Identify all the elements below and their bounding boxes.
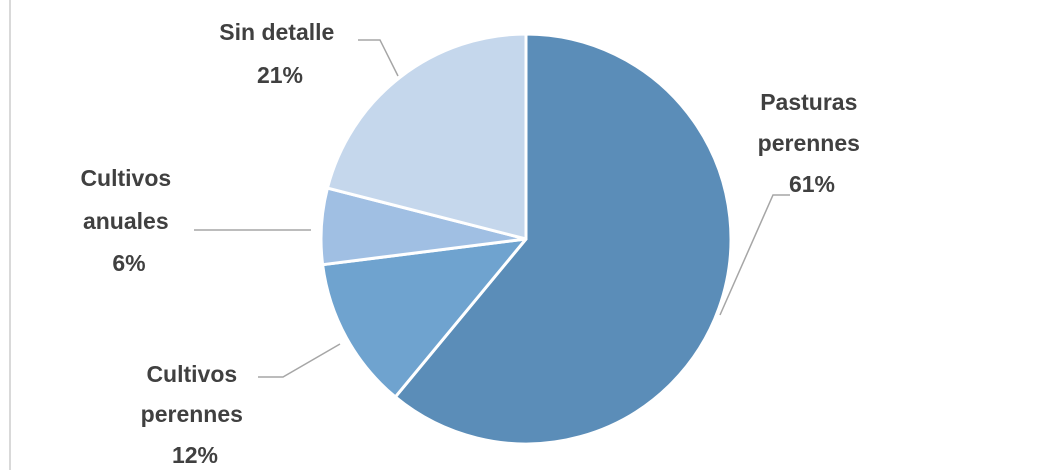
pie-slice-pasturas-perennes <box>393 32 733 446</box>
leader-line-sin-detalle <box>358 39 399 77</box>
leader-line-pasturas-perennes <box>719 194 790 316</box>
slice-label-cultivos-anuales: Cultivos anuales 6% <box>80 165 177 276</box>
slice-label-pasturas-perennes: Pasturas perennes 61% <box>758 89 867 197</box>
leader-line-cultivos-perennes <box>258 343 341 378</box>
slice-label-sin-detalle: Sin detalle 21% <box>219 19 340 88</box>
pie-slice-sin-detalle <box>325 32 528 241</box>
pie-slice-cultivos-perennes <box>321 237 528 399</box>
slice-label-cultivos-perennes: Cultivos perennes 12% <box>141 361 250 468</box>
chart-frame-border <box>9 0 11 470</box>
